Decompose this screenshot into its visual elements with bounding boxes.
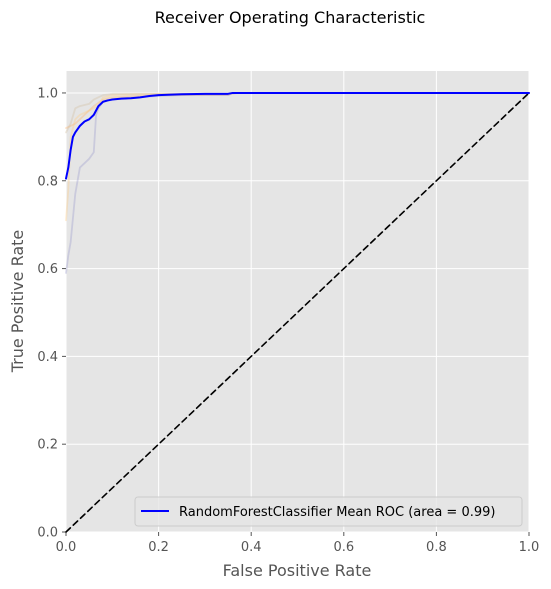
x-tick-label: 0.2 [148,540,169,555]
chart-title: Receiver Operating Characteristic [155,8,426,27]
chance-diagonal-line [65,92,530,533]
mean-roc-line [65,91,530,180]
x-tick-label: 0.4 [241,540,262,555]
tick-labels: 0.00.0 0.2 0.2 0.4 0.4 0.6 0.6 0.8 0.8 1.0 1.0 [37,86,539,555]
series-layer [65,91,530,533]
y-tick-label: 0.2 [37,438,58,453]
legend-label: RandomForestClassifier Mean ROC (area = … [179,505,495,520]
y-tick-label: 1.0 [37,86,58,101]
x-tick-label: 0.6 [333,540,354,555]
x-tick-label: 0.8 [426,540,447,555]
x-tick-label: 1.0 [519,540,540,555]
x-tick-label: 0.0 [56,540,77,555]
y-tick-label: 0.0 [37,526,58,541]
legend: RandomForestClassifier Mean ROC (area = … [134,496,523,527]
x-axis-label: False Positive Rate [223,561,372,580]
y-tick-label: 0.4 [37,350,58,365]
y-tick-label: 0.8 [37,174,58,189]
y-axis-label: True Positive Rate [8,230,27,374]
plot-area [66,71,529,532]
y-tick-label: 0.6 [37,262,58,277]
legend-box [134,496,523,527]
